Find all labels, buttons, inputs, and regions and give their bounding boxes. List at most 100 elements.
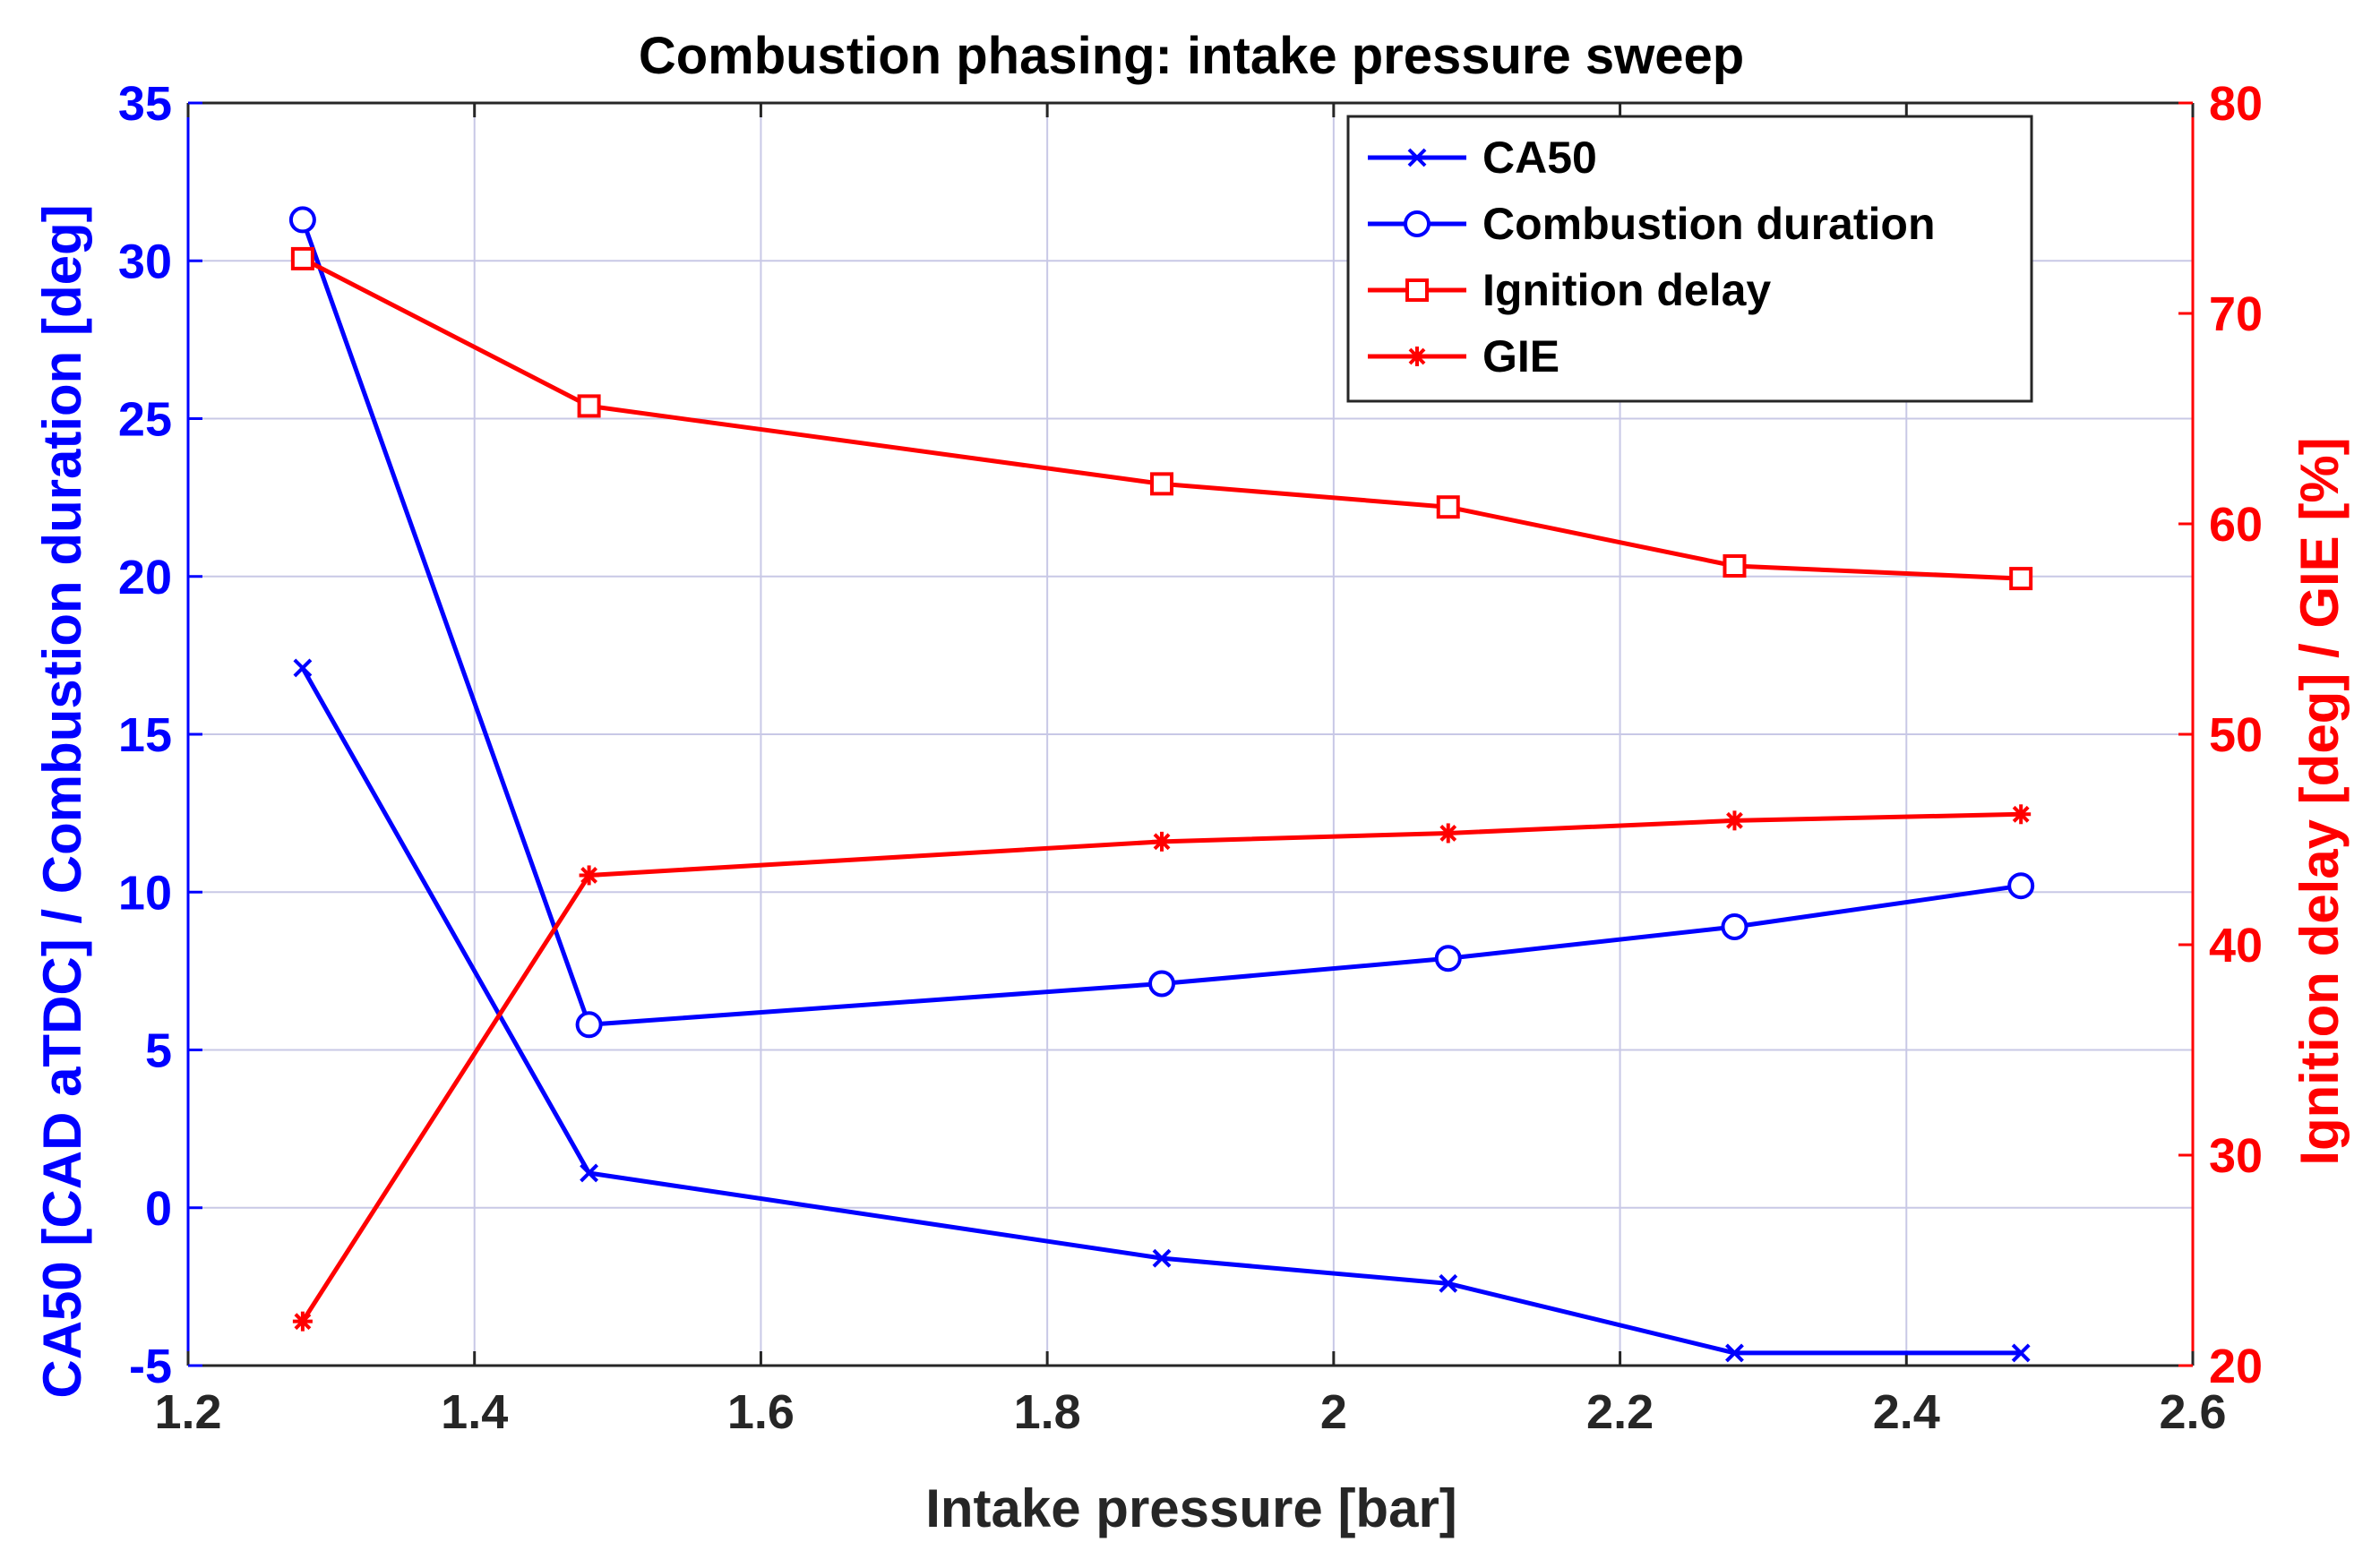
legend-item-ignition-delay: Ignition delay xyxy=(1368,265,1771,315)
data-point-gie xyxy=(1152,831,1173,852)
legend-marker-gie xyxy=(1407,347,1427,366)
y-left-tick-label: 10 xyxy=(118,866,172,920)
x-tick-label: 2 xyxy=(1320,1385,1347,1439)
y-right-tick-label: 30 xyxy=(2209,1129,2263,1183)
marker-square xyxy=(290,246,314,270)
data-point-ca50 xyxy=(1725,1343,1744,1363)
legend-label-gie: GIE xyxy=(1482,331,1559,381)
data-point-gie xyxy=(1724,810,1745,831)
y-right-tick-label: 50 xyxy=(2209,708,2263,762)
marker-x-stroke xyxy=(1407,148,1427,167)
legend-marker-ignition-delay xyxy=(1405,278,1429,302)
y-axis-right-label: Ignition delay [deg] / GIE [%] xyxy=(2290,437,2350,1165)
data-point-ca50 xyxy=(293,658,313,678)
data-point-ignition-delay xyxy=(2009,567,2033,591)
marker-square xyxy=(1723,554,1747,578)
marker-circle xyxy=(1721,913,1748,941)
marker-x-stroke xyxy=(1725,1343,1744,1363)
data-point-ca50 xyxy=(2011,1343,2031,1363)
data-point-combustion-duration xyxy=(575,1011,603,1039)
marker-star-stroke xyxy=(2012,805,2030,823)
x-tick-label: 1.4 xyxy=(441,1385,508,1439)
x-axis-label: Intake pressure [bar] xyxy=(925,1478,1457,1538)
legend-box xyxy=(1346,115,2033,403)
legend-item-ca50: CA50 xyxy=(1368,133,1597,183)
legend-marker-ca50 xyxy=(1407,148,1427,167)
data-point-ignition-delay xyxy=(1723,554,1747,578)
legend-item-combustion-duration: Combustion duration xyxy=(1368,199,1936,249)
series-line-ca50 xyxy=(300,666,2022,1356)
marker-star-stroke xyxy=(1408,347,1426,365)
data-point-combustion-duration xyxy=(2007,872,2035,900)
y-axis-left-label: CA50 [CAD aTDC] / Combustion duration [d… xyxy=(32,204,92,1398)
y-right-tick-label: 70 xyxy=(2209,287,2263,341)
chart-title: Combustion phasing: intake pressure swee… xyxy=(639,27,1744,85)
data-point-gie xyxy=(292,1311,313,1332)
y-left-tick-label: 0 xyxy=(145,1182,172,1236)
marker-x-stroke xyxy=(293,658,313,678)
marker-circle xyxy=(1148,970,1176,998)
marker-star-stroke xyxy=(1726,811,1743,829)
data-point-combustion-duration xyxy=(1721,913,1748,941)
marker-circle xyxy=(288,206,316,234)
marker-star-stroke xyxy=(1439,825,1457,842)
legend-item-gie: GIE xyxy=(1368,331,1559,381)
series-gie xyxy=(292,804,2032,1332)
axes: 1.2 1.4 1.6 1.8 2 2.2 2.4 2.6 -5 0 5 10 15 20 25 30 35 20… xyxy=(118,77,2263,1439)
marker-star-stroke xyxy=(580,867,598,884)
x-tick-label: 2.2 xyxy=(1586,1385,1654,1439)
data-point-ca50 xyxy=(1152,1248,1172,1268)
legend-label-ca50: CA50 xyxy=(1482,133,1597,183)
x-tick-label: 2.6 xyxy=(2159,1385,2226,1439)
marker-x-stroke xyxy=(580,1163,599,1183)
marker-circle xyxy=(1434,945,1462,972)
marker-star-stroke xyxy=(1153,833,1171,851)
data-point-combustion-duration xyxy=(288,206,316,234)
legend-marker-combustion-duration xyxy=(1404,210,1431,237)
data-point-ca50 xyxy=(580,1163,599,1183)
data-point-ignition-delay xyxy=(577,394,601,418)
x-tick-label: 1.8 xyxy=(1014,1385,1081,1439)
marker-circle xyxy=(575,1011,603,1039)
grid-lines xyxy=(188,103,2193,1366)
marker-circle xyxy=(2007,872,2035,900)
marker-square xyxy=(1405,278,1429,302)
marker-circle xyxy=(1404,210,1431,237)
y-left-tick-label: 25 xyxy=(118,393,172,447)
legend-label-combustion-duration: Combustion duration xyxy=(1482,199,1936,249)
data-point-combustion-duration xyxy=(1434,945,1462,972)
series-line-combustion-duration xyxy=(300,218,2022,1027)
y-right-tick-label: 60 xyxy=(2209,498,2263,552)
legend-label-ignition-delay: Ignition delay xyxy=(1482,265,1771,315)
series-line-gie xyxy=(300,811,2022,1323)
series-combustion-duration xyxy=(288,206,2035,1039)
x-tick-label: 1.2 xyxy=(154,1385,221,1439)
y-left-tick-label: -5 xyxy=(129,1340,172,1393)
series-line-ignition-delay xyxy=(301,256,2022,581)
data-point-combustion-duration xyxy=(1148,970,1176,998)
data-point-ignition-delay xyxy=(290,246,314,270)
y-left-tick-label: 15 xyxy=(118,708,172,762)
y-left-tick-label: 30 xyxy=(118,235,172,288)
x-tick-label: 2.4 xyxy=(1873,1385,1940,1439)
marker-square xyxy=(1436,495,1460,519)
data-point-ca50 xyxy=(1439,1273,1458,1293)
data-point-gie xyxy=(1438,823,1458,844)
y-left-tick-label: 5 xyxy=(145,1024,172,1078)
marker-x-stroke xyxy=(2011,1343,2031,1363)
marker-square xyxy=(2009,567,2033,591)
marker-x-stroke xyxy=(1439,1273,1458,1293)
data-series xyxy=(288,206,2035,1363)
marker-square xyxy=(577,394,601,418)
x-tick-label: 1.6 xyxy=(727,1385,795,1439)
marker-square xyxy=(1150,472,1174,496)
series-ca50 xyxy=(293,658,2031,1363)
marker-x-stroke xyxy=(1152,1248,1172,1268)
series-ignition-delay xyxy=(290,246,2033,591)
y-left-tick-label: 20 xyxy=(118,551,172,604)
legend: CA50 Combustion duration Ignition delay GIE xyxy=(1346,115,2033,403)
y-right-tick-label: 80 xyxy=(2209,77,2263,131)
y-left-tick-label: 35 xyxy=(118,77,172,131)
